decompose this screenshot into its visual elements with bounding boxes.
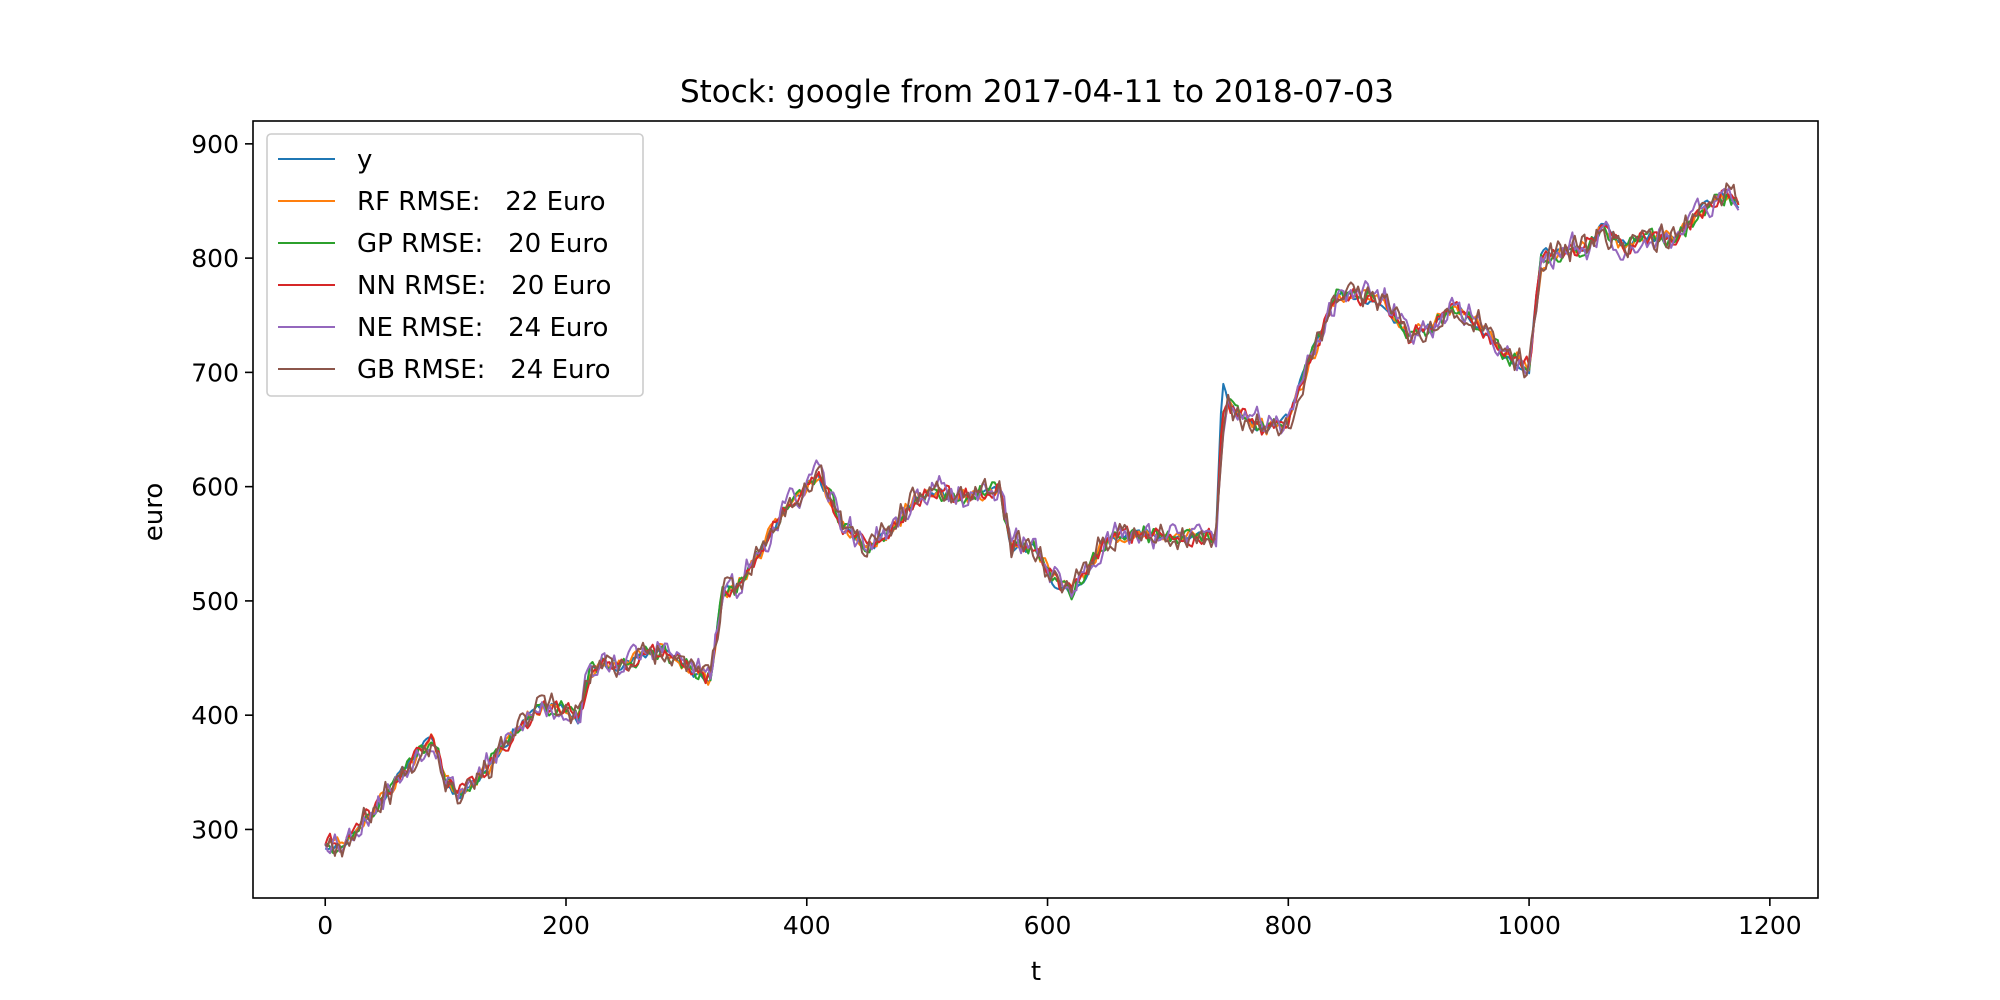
legend-label: RF RMSE: 22 Euro	[357, 187, 606, 217]
y-tick-label: 900	[191, 130, 239, 159]
y-tick-label: 700	[191, 358, 239, 387]
y-tick-label: 800	[191, 244, 239, 273]
x-tick-label: 800	[1264, 911, 1312, 940]
y-tick-label: 400	[191, 701, 239, 730]
legend-label: y	[357, 145, 372, 175]
series-line	[324, 182, 1740, 858]
legend-label: GP RMSE: 20 Euro	[357, 229, 608, 259]
x-axis-ticks: 0 200 400 600 800 1000 1200	[317, 898, 1802, 940]
x-tick-label: 1000	[1497, 911, 1561, 940]
legend-label: NN RMSE: 20 Euro	[357, 271, 611, 301]
y-tick-label: 600	[191, 473, 239, 502]
series-lines	[324, 182, 1740, 858]
x-tick-label: 400	[783, 911, 831, 940]
x-tick-label: 0	[317, 911, 333, 940]
x-tick-label: 200	[542, 911, 590, 940]
legend: y RF RMSE: 22 Euro GP RMSE: 20 Euro NN RMSE…	[266, 133, 644, 397]
y-tick-label: 300	[191, 815, 239, 844]
legend-box	[266, 133, 644, 397]
x-axis-label: t	[1031, 957, 1041, 987]
y-axis-label: euro	[139, 483, 169, 542]
chart-title: Stock: google from 2017-04-11 to 2018-07…	[680, 74, 1394, 110]
legend-label: NE RMSE: 24 Euro	[357, 313, 608, 343]
y-tick-label: 500	[191, 587, 239, 616]
plot-frame	[252, 120, 1819, 899]
y-axis-ticks: 300 400 500 600 700 800 900	[191, 130, 253, 844]
legend-label: GB RMSE: 24 Euro	[357, 355, 611, 385]
x-tick-label: 1200	[1738, 911, 1802, 940]
x-tick-label: 600	[1024, 911, 1072, 940]
